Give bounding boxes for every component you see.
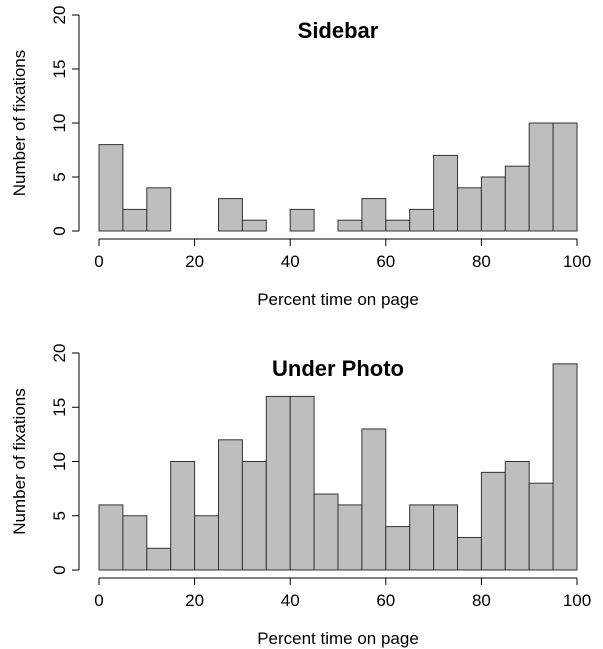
x-tick-label: 40	[281, 252, 300, 271]
y-tick-label: 20	[50, 6, 69, 25]
histogram-bar	[409, 208, 435, 232]
histogram-bar	[241, 461, 267, 571]
x-axis-title: Percent time on page	[257, 629, 419, 648]
x-axis-title: Percent time on page	[257, 290, 419, 309]
y-tick-label: 15	[50, 60, 69, 79]
histogram-bar	[122, 208, 148, 232]
x-tick-label: 20	[185, 252, 204, 271]
x-tick-label: 100	[563, 252, 591, 271]
histogram-bar	[361, 428, 387, 571]
histogram-bar	[504, 461, 530, 571]
histogram-bar	[433, 504, 459, 571]
x-tick-label: 80	[472, 252, 491, 271]
histogram-bar	[289, 208, 315, 232]
sidebar-histogram-panel: Sidebar Percent time on page Number of f…	[10, 6, 591, 309]
x-tick-label: 60	[376, 252, 395, 271]
histogram-bar	[552, 363, 578, 571]
x-tick-label: 80	[472, 591, 491, 610]
histogram-bar	[552, 122, 578, 232]
histogram-bar	[385, 526, 411, 571]
histogram-bar	[146, 547, 172, 571]
histogram-bar	[457, 536, 482, 571]
y-tick-label: 5	[50, 172, 69, 181]
histogram-bar	[170, 461, 196, 571]
histogram-bar	[265, 395, 291, 571]
x-tick-label: 60	[376, 591, 395, 610]
x-tick-label: 0	[94, 591, 103, 610]
y-axis: 0 5 10 15 20	[50, 344, 80, 575]
y-tick-label: 0	[50, 565, 69, 574]
histogram-bar	[218, 439, 243, 571]
y-axis: 0 5 10 15 20	[50, 6, 80, 236]
chart-title: Under Photo	[272, 356, 404, 381]
y-tick-label: 10	[50, 452, 69, 471]
y-tick-label: 5	[50, 511, 69, 520]
histogram-bar	[146, 187, 172, 232]
histogram-bar	[337, 504, 363, 571]
histogram-bar	[528, 122, 554, 232]
histogram-bar	[385, 219, 411, 232]
histogram-bar	[194, 515, 220, 571]
under-photo-histogram-panel: Under Photo Percent time on page Number …	[10, 344, 591, 648]
histogram-bar	[98, 144, 124, 232]
y-tick-label: 15	[50, 398, 69, 417]
x-axis: 0 20 40 60 80 100	[94, 238, 591, 271]
histogram-bar	[313, 493, 339, 571]
histogram-bar	[409, 504, 435, 571]
y-axis-title: Number of fixations	[10, 50, 29, 196]
histogram-bar	[98, 504, 124, 571]
x-tick-label: 40	[281, 591, 300, 610]
y-tick-label: 0	[50, 226, 69, 235]
histogram-bar	[218, 198, 243, 232]
histogram-bar	[337, 219, 363, 232]
histogram-bar	[241, 219, 267, 232]
x-tick-label: 0	[94, 252, 103, 271]
histogram-bar	[480, 176, 506, 232]
y-axis-title: Number of fixations	[10, 388, 29, 534]
histogram-bar	[289, 395, 315, 571]
x-axis: 0 20 40 60 80 100	[94, 577, 591, 610]
histogram-bar	[457, 187, 482, 232]
histogram-bar	[504, 165, 530, 232]
histogram-bar	[433, 154, 459, 232]
y-tick-label: 10	[50, 114, 69, 133]
histogram-bar	[122, 515, 148, 571]
histogram-bar	[361, 198, 387, 232]
histogram-bar	[480, 471, 506, 571]
x-tick-label: 20	[185, 591, 204, 610]
chart-title: Sidebar	[298, 18, 379, 43]
histogram-bar	[528, 482, 554, 571]
y-tick-label: 20	[50, 344, 69, 363]
bars-group	[98, 363, 578, 571]
bars-group	[98, 122, 578, 232]
x-tick-label: 100	[563, 591, 591, 610]
